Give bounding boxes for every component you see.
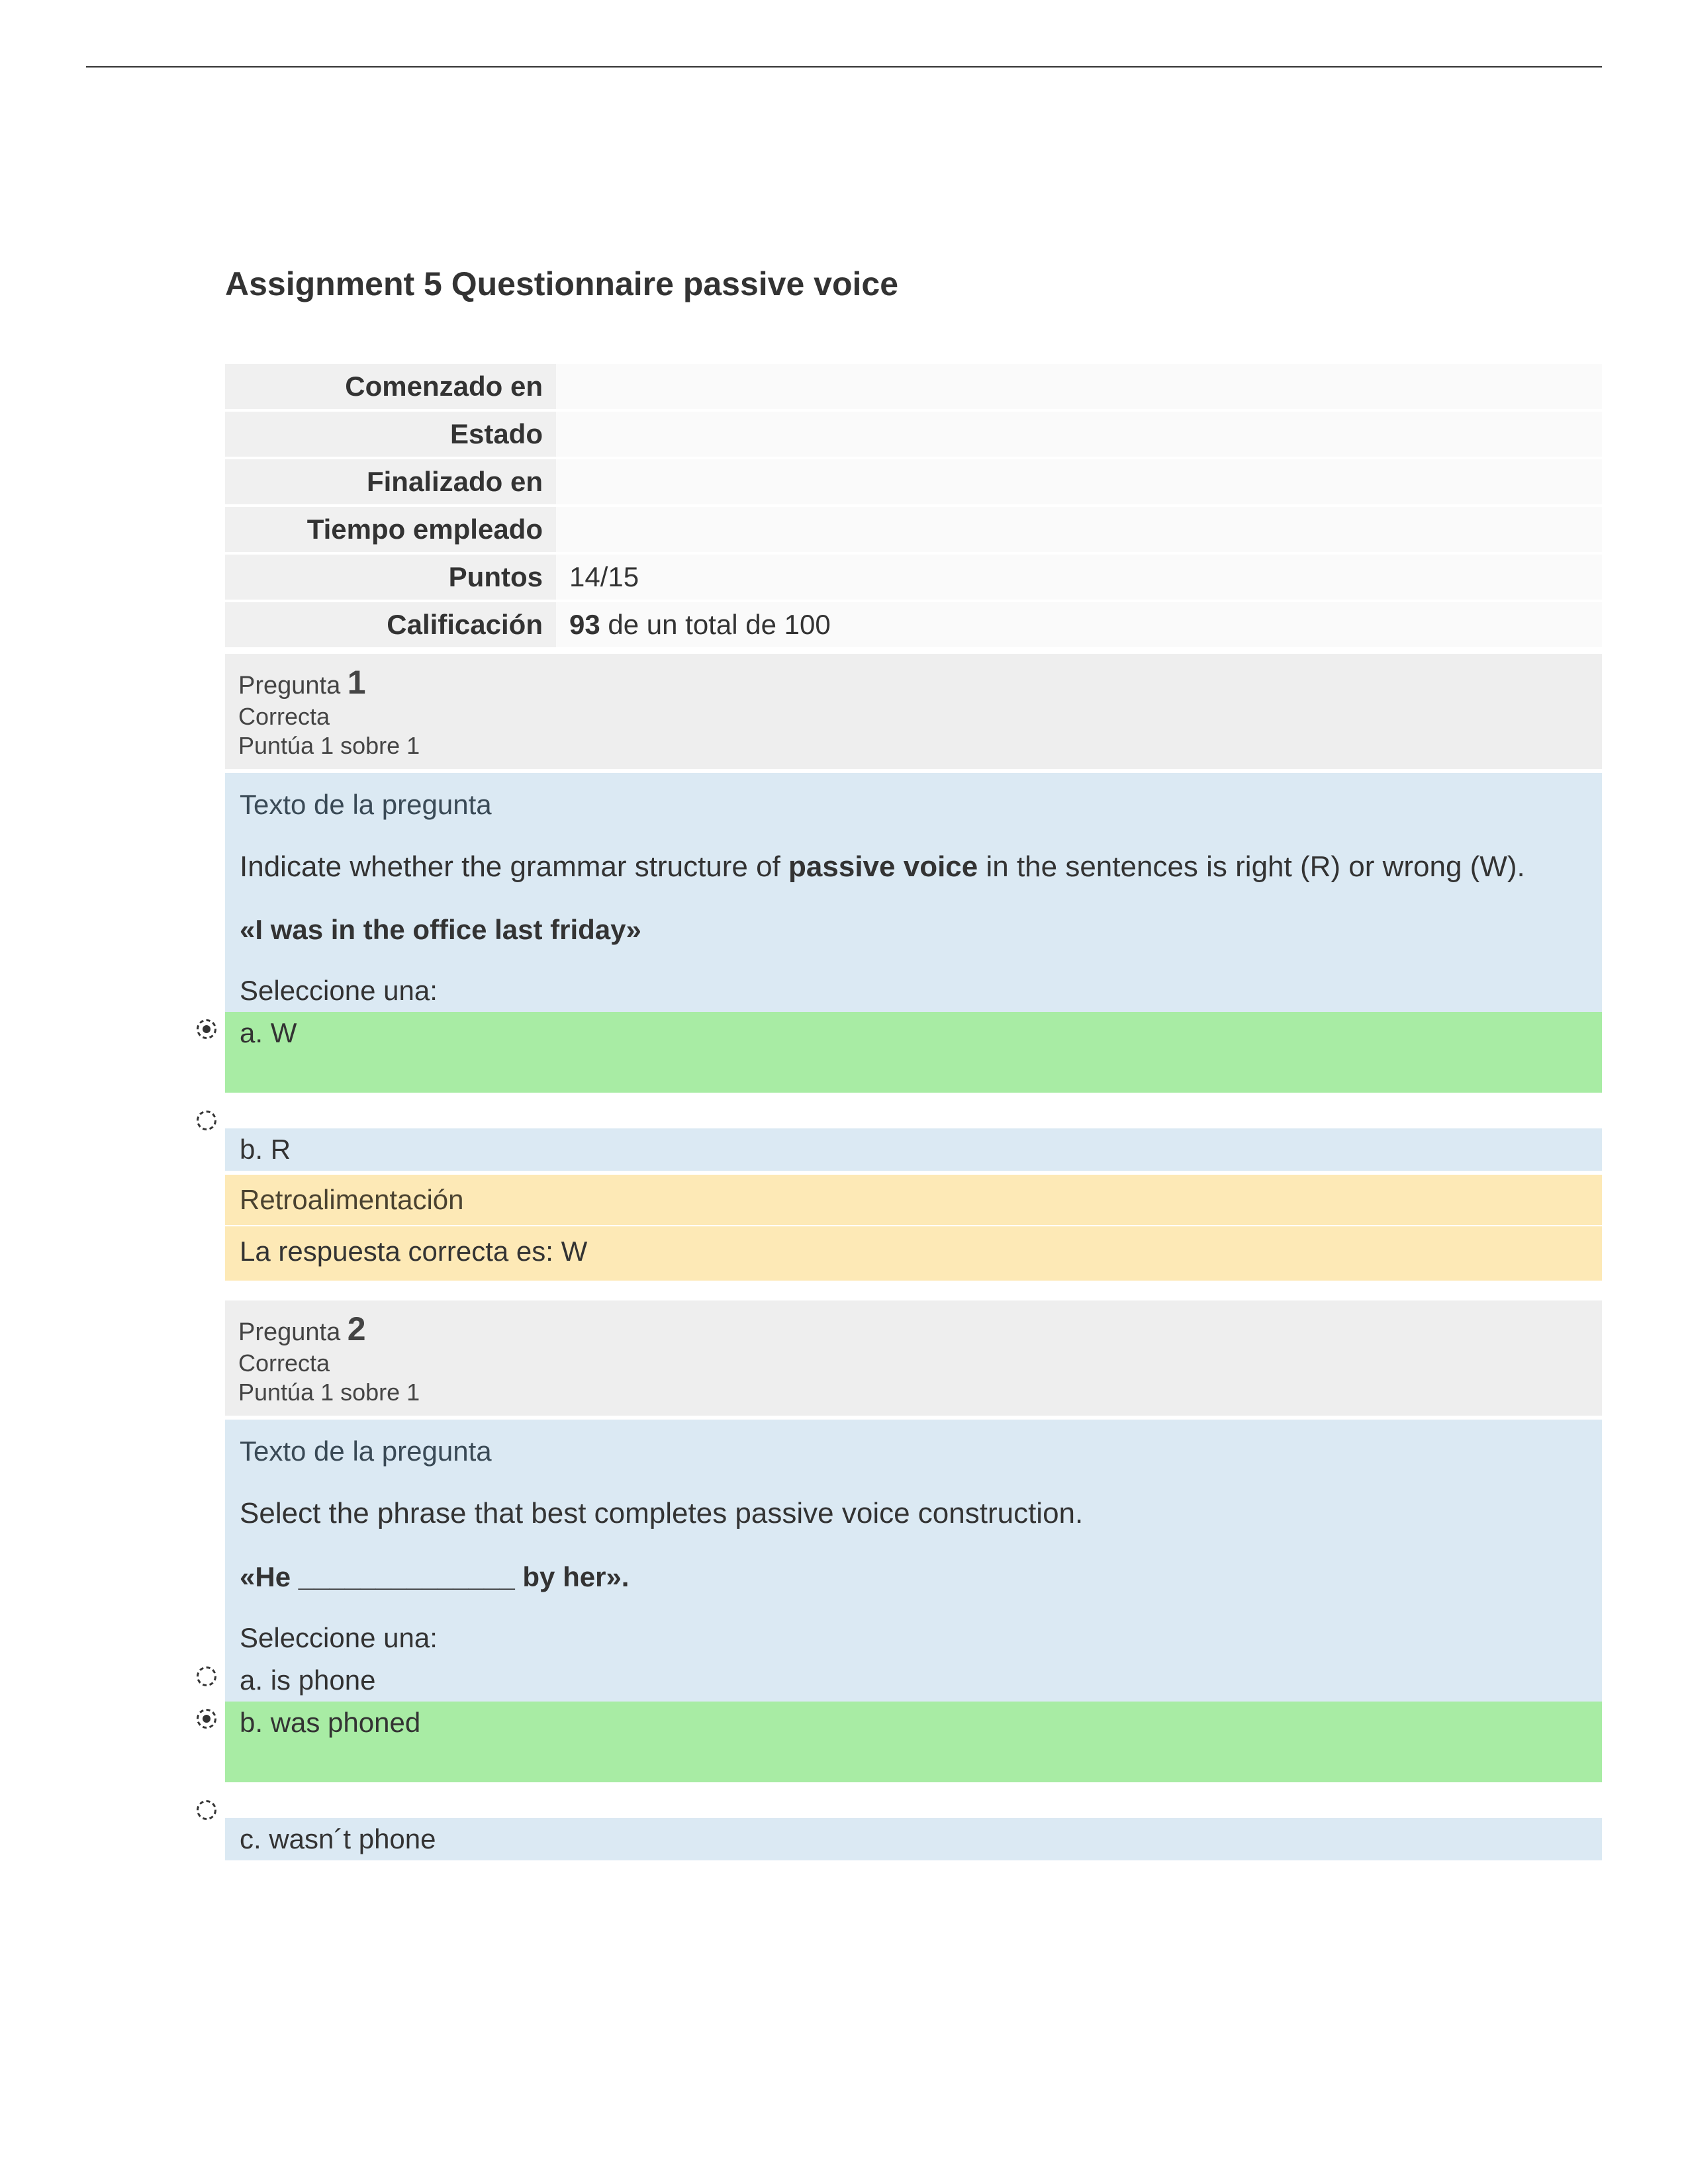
option-letter: b. [240, 1707, 263, 1738]
question-body: Texto de la pregunta Indicate whether th… [225, 773, 1602, 1012]
summary-table: Comenzado en Estado Finalizado en Tiempo… [225, 363, 1602, 649]
white-gap [225, 1093, 1602, 1128]
question-number: 1 [348, 664, 366, 701]
option-letter: a. [240, 1017, 263, 1048]
option-b[interactable]: b. was phoned [225, 1702, 1602, 1744]
summary-value [556, 363, 1602, 410]
option-gap [225, 1093, 1602, 1128]
grade-suffix: de un total de 100 [600, 609, 831, 640]
radio-selected-icon[interactable] [195, 1707, 218, 1731]
question-block: Pregunta 2 Correcta Puntúa 1 sobre 1 Tex… [225, 1300, 1602, 1860]
summary-label: Puntos [225, 553, 556, 601]
option-letter: c. [240, 1823, 261, 1854]
question-points: Puntúa 1 sobre 1 [238, 1379, 1589, 1406]
question-status: Correcta [238, 1349, 1589, 1377]
option-row: b. was phoned [225, 1702, 1602, 1782]
select-one-label: Seleccione una: [225, 1600, 1602, 1659]
table-row: Tiempo empleado [225, 506, 1602, 553]
summary-value: 93 de un total de 100 [556, 601, 1602, 649]
prompt-post: in the sentences is right (R) or wrong (… [978, 850, 1524, 883]
radio-column [189, 1782, 225, 1818]
summary-label: Estado [225, 410, 556, 458]
option-gap [225, 1782, 1602, 1818]
page-top-border [86, 66, 1602, 68]
answer-column: b. was phoned [225, 1702, 1602, 1782]
summary-label: Tiempo empleado [225, 506, 556, 553]
question-block: Pregunta 1 Correcta Puntúa 1 sobre 1 Tex… [225, 654, 1602, 1281]
table-row: Comenzado en [225, 363, 1602, 410]
feedback-body: La respuesta correcta es: W [225, 1226, 1602, 1281]
question-number-line: Pregunta 1 [238, 663, 1589, 702]
feedback-label: Retroalimentación [225, 1175, 1602, 1225]
option-text: wasn´t phone [269, 1823, 436, 1854]
radio-column [189, 1659, 225, 1692]
answer-column: a. is phone [225, 1659, 1602, 1702]
question-header: Pregunta 1 Correcta Puntúa 1 sobre 1 [225, 654, 1602, 769]
option-row: a. W [225, 1012, 1602, 1093]
radio-column [189, 1128, 225, 1134]
summary-value: 14/15 [556, 553, 1602, 601]
question-points: Puntúa 1 sobre 1 [238, 732, 1589, 760]
answer-column: a. W [225, 1012, 1602, 1093]
feedback-block: Retroalimentación La respuesta correcta … [225, 1175, 1602, 1281]
summary-label: Comenzado en [225, 363, 556, 410]
question-status: Correcta [238, 703, 1589, 731]
option-text: was phoned [271, 1707, 421, 1738]
option-c[interactable]: c. wasn´t phone [225, 1818, 1602, 1860]
prompt-pre: Indicate whether the grammar structure o… [240, 850, 788, 883]
option-row: a. is phone [225, 1659, 1602, 1702]
question-header: Pregunta 2 Correcta Puntúa 1 sobre 1 [225, 1300, 1602, 1416]
summary-value [556, 458, 1602, 506]
option-a[interactable]: a. W [225, 1012, 1602, 1054]
grade-score: 93 [569, 609, 600, 640]
page-title: Assignment 5 Questionnaire passive voice [225, 265, 1602, 303]
prompt-bold: passive voice [788, 850, 978, 883]
summary-value [556, 506, 1602, 553]
select-one-label: Seleccione una: [225, 952, 1602, 1012]
question-number: 2 [348, 1310, 366, 1347]
option-text: W [271, 1017, 297, 1048]
question-number-line: Pregunta 2 [238, 1310, 1589, 1348]
summary-value [556, 410, 1602, 458]
question-text-label: Texto de la pregunta [225, 773, 1602, 827]
table-row: Finalizado en [225, 458, 1602, 506]
option-row: b. R [225, 1128, 1602, 1171]
option-b[interactable]: b. R [225, 1128, 1602, 1171]
correct-answer-prefix: La respuesta correcta es: [240, 1236, 561, 1267]
main-content: Assignment 5 Questionnaire passive voice… [225, 265, 1602, 1866]
question-prefix: Pregunta [238, 1318, 340, 1346]
table-row: Puntos 14/15 [225, 553, 1602, 601]
answer-column: b. R [225, 1128, 1602, 1171]
summary-label: Calificación [225, 601, 556, 649]
radio-column [189, 1818, 225, 1823]
radio-selected-icon[interactable] [195, 1017, 218, 1041]
radio-column [189, 1702, 225, 1734]
option-text: R [271, 1134, 291, 1165]
option-row: c. wasn´t phone [225, 1818, 1602, 1860]
question-prompt: Indicate whether the grammar structure o… [225, 827, 1602, 890]
question-sentence: «I was in the office last friday» [225, 890, 1602, 952]
question-body: Texto de la pregunta Select the phrase t… [225, 1420, 1602, 1659]
question-prompt: Select the phrase that best completes pa… [225, 1474, 1602, 1537]
table-row: Estado [225, 410, 1602, 458]
question-prefix: Pregunta [238, 672, 340, 700]
option-letter: b. [240, 1134, 263, 1165]
radio-unselected-icon[interactable] [195, 1664, 218, 1688]
option-text: is phone [271, 1664, 376, 1696]
correct-answer: W [561, 1236, 588, 1267]
summary-label: Finalizado en [225, 458, 556, 506]
table-row: Calificación 93 de un total de 100 [225, 601, 1602, 649]
correct-highlight-pad [225, 1054, 1602, 1093]
white-gap [225, 1782, 1602, 1818]
radio-column [189, 1093, 225, 1128]
option-letter: a. [240, 1664, 263, 1696]
options-area: a. is phone b. was phoned [225, 1659, 1602, 1860]
correct-highlight-pad [225, 1744, 1602, 1782]
question-sentence: «He ______________ by her». [225, 1537, 1602, 1600]
radio-column [189, 1012, 225, 1044]
option-a[interactable]: a. is phone [225, 1659, 1602, 1702]
options-area: a. W b. [225, 1012, 1602, 1171]
question-text-label: Texto de la pregunta [225, 1420, 1602, 1474]
answer-column: c. wasn´t phone [225, 1818, 1602, 1860]
